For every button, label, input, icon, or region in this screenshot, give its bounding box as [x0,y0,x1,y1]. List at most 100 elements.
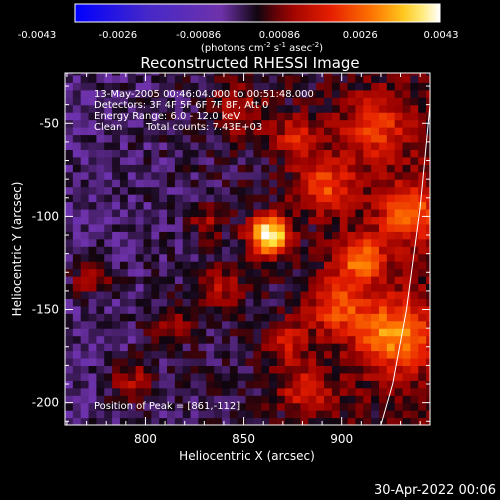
heatmap-cell [371,305,380,314]
heatmap-cell [276,127,286,136]
heatmap-cell [72,194,82,203]
heatmap-cell [410,223,419,232]
heatmap-cell [402,208,411,218]
heatmap-cell [119,112,129,121]
heatmap-cell [143,141,152,150]
heatmap-cell [190,290,200,299]
heatmap-cell [214,246,223,255]
heatmap-cell [198,290,207,299]
heatmap-cell [386,73,396,76]
heatmap-cell [112,387,121,396]
heatmap-cell [386,276,396,285]
heatmap-cell [96,171,105,180]
heatmap-cell [214,164,223,173]
heatmap-cell [371,223,380,232]
heatmap-cell [214,73,223,76]
heatmap-cell [331,313,341,322]
heatmap-cell [182,298,192,307]
heatmap-cell [96,238,105,247]
heatmap-cell [253,335,262,344]
heatmap-cell [206,276,215,285]
heatmap-cell [214,179,223,188]
heatmap-cell [331,186,341,195]
heatmap-cell [80,216,90,225]
heatmap-cell [151,164,160,173]
heatmap-cell [119,290,129,299]
heatmap-cell [355,246,364,255]
heatmap-cell [143,208,152,218]
heatmap-cell [159,268,168,277]
heatmap-cell [324,141,333,150]
heatmap-cell [394,320,404,329]
heatmap-cell [159,305,168,314]
heatmap-cell [159,343,168,352]
heatmap-cell [426,164,430,173]
heatmap-cell [316,365,325,374]
heatmap-cell [386,335,396,344]
heatmap-cell [426,73,430,76]
heatmap-cell [394,417,404,425]
heatmap-cell [182,82,192,91]
heatmap-cell [292,119,302,128]
heatmap-cell [418,141,427,150]
heatmap-cell [269,335,278,344]
heatmap-cell [410,201,419,210]
heatmap-cell [269,156,278,165]
heatmap-cell [112,201,121,210]
heatmap-cell [378,156,388,165]
heatmap-cell [347,149,357,158]
heatmap-cell [316,97,325,106]
heatmap-cell [104,365,113,374]
heatmap-cell [159,171,168,180]
heatmap-cell [261,164,270,173]
heatmap-cell [80,298,90,307]
heatmap-cell [190,201,200,210]
heatmap-cell [167,149,176,158]
heatmap-cell [229,179,239,188]
heatmap-cell [253,104,262,113]
heatmap-cell [386,350,396,359]
heatmap-cell [135,171,145,180]
heatmap-cell [190,82,200,91]
heatmap-cell [378,350,388,359]
heatmap-cell [371,320,380,329]
heatmap-cell [127,149,137,158]
heatmap-cell [402,194,411,203]
heatmap-cell [112,417,121,425]
heatmap-cell [308,343,317,352]
heatmap-cell [96,402,105,411]
heatmap-cell [276,164,286,173]
heatmap-cell [253,402,262,411]
heatmap-cell [300,290,309,299]
heatmap-cell [72,112,82,121]
heatmap-cell [104,127,113,136]
heatmap-cell [300,156,309,165]
heatmap-cell [324,208,333,218]
heatmap-cell [394,171,404,180]
heatmap-cell [394,402,404,411]
heatmap-cell [221,357,231,366]
heatmap-cell [112,328,121,337]
heatmap-cell [65,74,74,83]
heatmap-cell [339,417,349,425]
heatmap-cell [206,164,215,173]
heatmap-cell [418,238,427,247]
heatmap-cell [72,372,82,381]
heatmap-cell [308,223,317,232]
heatmap-cell [80,141,90,150]
heatmap-cell [378,171,388,180]
heatmap-cell [72,380,82,389]
heatmap-cell [206,149,215,158]
heatmap-cell [410,365,419,374]
heatmap-cell [284,350,294,359]
heatmap-cell [127,350,137,359]
heatmap-cell [159,164,168,173]
heatmap-cell [331,410,341,419]
heatmap-cell [221,320,231,329]
heatmap-cell [104,387,113,396]
heatmap-cell [324,276,333,285]
heatmap-cell [308,73,317,76]
heatmap-cell [167,82,176,91]
heatmap-cell [198,73,207,76]
heatmap-cell [190,238,200,247]
